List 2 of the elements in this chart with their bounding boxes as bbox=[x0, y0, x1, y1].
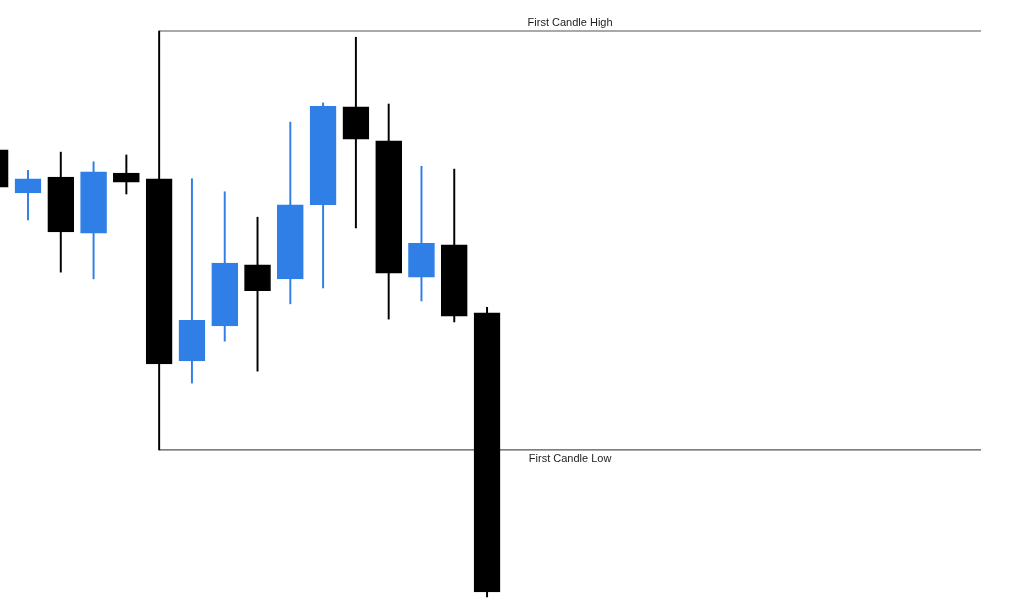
ref-line-label: First Candle Low bbox=[528, 452, 612, 465]
ref-line-label: First Candle High bbox=[527, 15, 613, 28]
